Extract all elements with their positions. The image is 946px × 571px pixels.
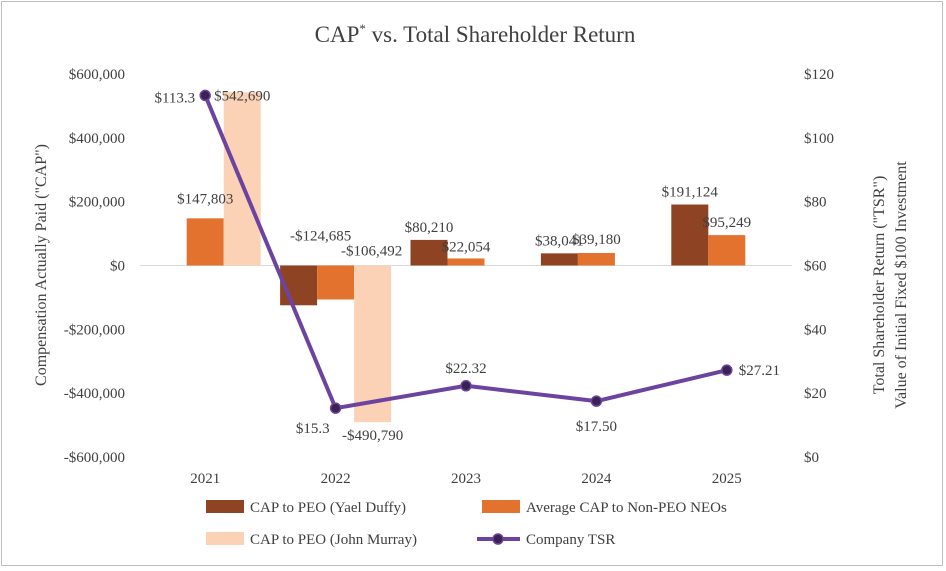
bar-data-label: -$106,492 [341,244,402,260]
tsr-point [721,364,733,376]
tsr-data-label: $17.50 [576,419,617,435]
y-tick-label: -$200,000 [64,322,125,338]
legend-label: CAP to PEO (John Murray) [250,532,417,548]
tsr-data-label: $15.3 [296,421,330,437]
tsr-point [199,89,211,102]
bar [354,265,392,423]
legend-label: CAP to PEO (Yael Duffy) [250,500,406,516]
x-tick-label: 2023 [451,471,481,487]
chart-title-superscript: * [359,21,366,36]
x-tick-label: 2021 [190,471,220,487]
legend-label: Company TSR [526,532,615,548]
bar-data-label: $542,690 [214,88,270,104]
x-axis-ticks: 2021 2022 2023 2024 2025 [190,471,742,487]
legend-swatch [206,532,244,545]
y2-tick-label: $80 [804,195,827,211]
tsr-data-label: $22.32 [445,361,486,377]
y-tick-label: -$400,000 [64,386,125,402]
tsr-point [460,380,472,392]
data-labels: -$124,685 $80,210 $38,041 $191,124 $147,803 -… [154,88,780,444]
bar-data-label: $22,054 [442,239,491,255]
y2-tick-label: $100 [804,131,834,147]
bar [671,204,709,266]
tsr-data-label: $27.21 [739,363,780,379]
bar [447,258,485,266]
legend-swatch [482,500,520,513]
y-tick-label: $600,000 [69,67,125,83]
y2-tick-label: $60 [804,259,827,275]
right-axis-ticks: $120 $100 $80 $60 $40 $20 $0 [804,67,834,466]
left-axis-ticks: $600,000 $400,000 $200,000 $0 -$200,000 -$400… [64,67,125,466]
legend-swatch [206,500,244,513]
bar [410,239,448,266]
chart-title-rest: vs. Total Shareholder Return [366,22,636,47]
y2-tick-label: $120 [804,67,834,83]
tsr-line [199,89,733,414]
y-tick-label: $0 [110,259,125,275]
bar-data-label: $38,041 [535,233,584,249]
bar-data-label: $191,124 [662,184,719,200]
tsr-point [590,395,603,407]
y2-axis-title-line1: Total Shareholder Return ("TSR") [871,176,888,395]
chart-title-main: CAP [315,22,360,47]
y-tick-label: $200,000 [69,195,125,211]
legend-label: Average CAP to Non-PEO NEOs [526,500,727,516]
bar-data-label: $80,210 [405,220,454,236]
bar-data-label: $95,249 [702,215,751,231]
legend: CAP to PEO (Yael Duffy) Average CAP to No… [206,500,727,548]
y2-tick-label: $0 [804,450,819,466]
x-tick-label: 2024 [581,471,612,487]
y2-axis-title-line2: Value of Initial Fixed $100 Investment [893,161,910,409]
chart-title: CAP* vs. Total Shareholder Return [315,21,636,47]
y2-tick-label: $40 [804,322,827,338]
bar [577,252,615,266]
bar [708,235,746,266]
y2-tick-label: $20 [804,386,827,402]
bar-data-label: $147,803 [177,191,233,207]
bar [186,218,224,266]
x-tick-label: 2025 [712,471,742,487]
legend-marker [492,533,504,545]
x-tick-label: 2022 [321,471,351,487]
y-tick-label: -$600,000 [64,450,125,466]
bar [540,253,578,266]
bar [317,265,355,300]
bar [223,92,261,266]
bar-data-label: $39,180 [572,232,621,248]
tsr-data-label: $113.3 [154,90,195,106]
y-tick-label: $400,000 [69,131,125,147]
bars [186,92,746,423]
bar-data-label: -$124,685 [290,229,351,245]
y-axis-title: Compensation Actually Paid ("CAP") [33,144,50,386]
bar-data-label: -$490,790 [342,428,403,444]
tsr-point [329,402,342,414]
